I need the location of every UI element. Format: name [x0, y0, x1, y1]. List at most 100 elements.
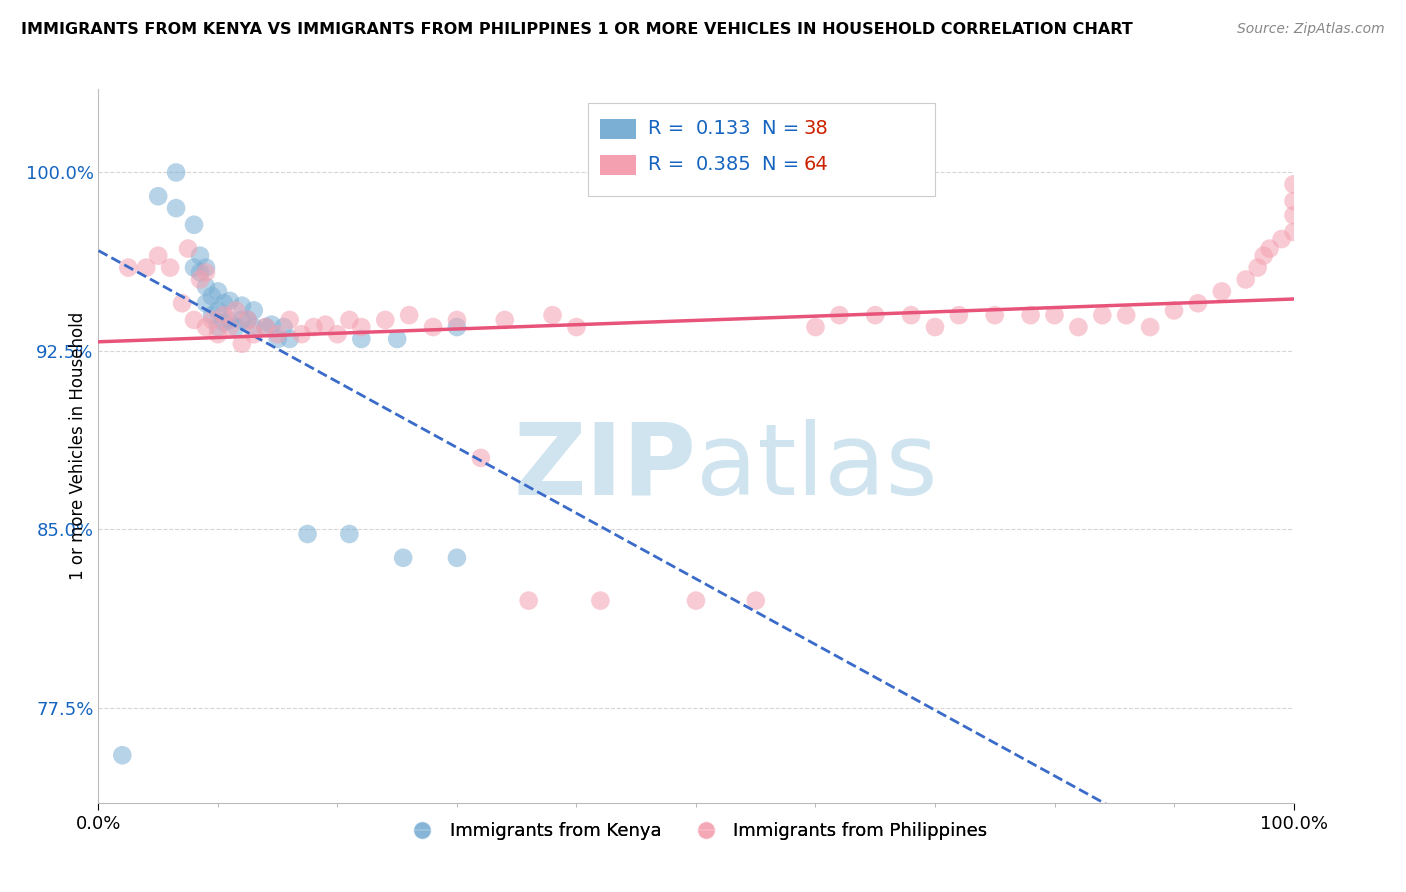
Point: [117, 260, 139, 275]
Point: [865, 308, 887, 322]
Point: [207, 320, 229, 334]
Point: [745, 593, 768, 607]
Point: [243, 320, 266, 334]
Point: [254, 320, 277, 334]
Point: [243, 327, 266, 342]
Point: [183, 218, 205, 232]
Point: [135, 260, 157, 275]
Point: [207, 327, 229, 342]
Point: [225, 320, 247, 334]
Point: [260, 318, 283, 332]
Point: [236, 313, 259, 327]
Point: [183, 313, 205, 327]
Text: Source: ZipAtlas.com: Source: ZipAtlas.com: [1237, 22, 1385, 37]
Point: [339, 527, 361, 541]
Point: [422, 320, 444, 334]
Point: [219, 320, 242, 334]
Point: [1043, 308, 1066, 322]
Point: [1282, 225, 1305, 239]
Point: [339, 313, 361, 327]
Y-axis label: 1 or more Vehicles in Household: 1 or more Vehicles in Household: [69, 312, 87, 580]
Point: [326, 327, 349, 342]
Point: [207, 303, 229, 318]
Point: [177, 242, 200, 256]
Point: [1115, 308, 1137, 322]
Point: [1067, 320, 1090, 334]
Point: [1234, 272, 1257, 286]
Point: [517, 593, 540, 607]
Point: [172, 296, 194, 310]
Text: N =: N =: [762, 154, 806, 174]
Point: [243, 303, 266, 318]
Bar: [589, 103, 935, 196]
Point: [201, 308, 224, 322]
Point: [1258, 242, 1281, 256]
Point: [900, 308, 922, 322]
Point: [212, 296, 235, 310]
Point: [924, 320, 946, 334]
Point: [565, 320, 588, 334]
Point: [212, 308, 235, 322]
Text: 0.133: 0.133: [696, 119, 752, 138]
Point: [350, 320, 373, 334]
Point: [1211, 285, 1233, 299]
Point: [291, 327, 314, 342]
Point: [231, 313, 253, 327]
Point: [231, 336, 253, 351]
Point: [470, 450, 492, 465]
Point: [267, 327, 290, 342]
Point: [1019, 308, 1042, 322]
Point: [278, 313, 301, 327]
Point: [188, 249, 211, 263]
Point: [392, 550, 415, 565]
Point: [1282, 208, 1305, 222]
Point: [398, 308, 420, 322]
Point: [1282, 194, 1305, 208]
Point: [273, 320, 295, 334]
Point: [541, 308, 564, 322]
Point: [350, 332, 373, 346]
Text: atlas: atlas: [696, 419, 938, 516]
Point: [212, 315, 235, 329]
Text: N =: N =: [762, 119, 806, 138]
Text: 0.385: 0.385: [696, 154, 752, 174]
Point: [385, 332, 409, 346]
Point: [219, 313, 242, 327]
Point: [165, 201, 187, 215]
Point: [201, 289, 224, 303]
Point: [297, 527, 319, 541]
Text: 38: 38: [804, 119, 828, 138]
Point: [828, 308, 851, 322]
Text: 64: 64: [804, 154, 828, 174]
Point: [948, 308, 970, 322]
Point: [1271, 232, 1294, 246]
Point: [183, 260, 205, 275]
Point: [1187, 296, 1209, 310]
Point: [1139, 320, 1161, 334]
Point: [1091, 308, 1114, 322]
Point: [207, 285, 229, 299]
Point: [188, 272, 211, 286]
Point: [148, 189, 170, 203]
Point: [1247, 260, 1270, 275]
Legend: Immigrants from Kenya, Immigrants from Philippines: Immigrants from Kenya, Immigrants from P…: [396, 815, 995, 847]
Point: [231, 299, 253, 313]
Point: [195, 296, 218, 310]
Point: [195, 260, 218, 275]
Point: [446, 550, 468, 565]
Point: [446, 320, 468, 334]
Point: [804, 320, 827, 334]
Point: [1282, 178, 1305, 192]
Point: [1253, 249, 1275, 263]
Bar: [600, 120, 637, 139]
Point: [111, 748, 134, 763]
Point: [201, 313, 224, 327]
Point: [446, 313, 468, 327]
Text: R =: R =: [648, 119, 690, 138]
Text: IMMIGRANTS FROM KENYA VS IMMIGRANTS FROM PHILIPPINES 1 OR MORE VEHICLES IN HOUSE: IMMIGRANTS FROM KENYA VS IMMIGRANTS FROM…: [21, 22, 1133, 37]
Point: [267, 332, 290, 346]
Bar: [600, 155, 637, 175]
Point: [225, 303, 247, 318]
Point: [219, 293, 242, 308]
Text: ZIP: ZIP: [513, 419, 696, 516]
